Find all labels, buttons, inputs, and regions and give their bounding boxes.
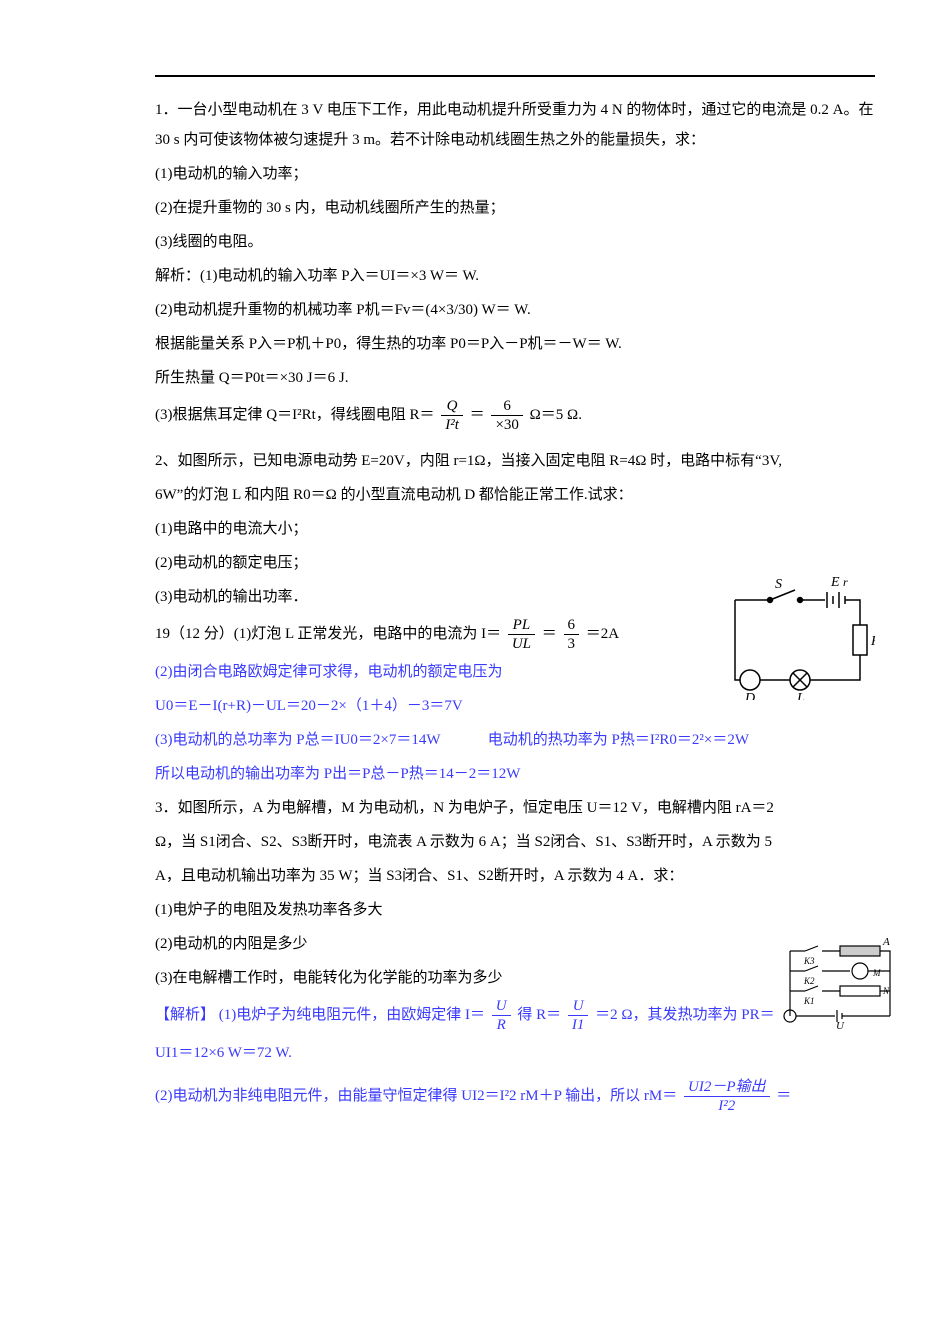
q3-part2: (2)电动机的内阻是多少 [155, 929, 875, 959]
q1-sol4-post: Ω＝5 Ω. [530, 407, 582, 423]
q2-part1: (1)电路中的电流大小； [155, 514, 875, 544]
q1-frac2-num: 6 [491, 397, 522, 416]
q3-f1-den: R [492, 1016, 511, 1034]
q3-f1-num: U [492, 997, 511, 1016]
q3-stem2: Ω，当 S1闭合、S2、S3断开时，电流表 A 示数为 6 A；当 S2闭合、S… [155, 827, 875, 857]
label-big-r: R [870, 634, 875, 649]
q2-frac2-num: 6 [564, 616, 580, 635]
q3-part1: (1)电炉子的电阻及发热功率各多大 [155, 895, 875, 925]
q2-ans3b: 电动机的热功率为 P热＝I²R0＝2²×＝2W [488, 732, 749, 748]
label-l: L [796, 691, 805, 700]
q1-sol2: (2)电动机提升重物的机械功率 P机＝Fv＝(4×3/30) W＝ W. [155, 295, 875, 325]
q1-sol1: 解析：(1)电动机的输入功率 P入＝UI＝×3 W＝ W. [155, 261, 875, 291]
label-e: E [830, 575, 840, 590]
q1-part3: (3)线圈的电阻。 [155, 227, 875, 257]
label-k2: K2 [803, 976, 815, 986]
q1-sol3a: 根据能量关系 P入＝P机＋P0，得生热的功率 P0＝P入－P机＝－W＝ W. [155, 329, 875, 359]
q2-stem2: 6W”的灯泡 L 和内阻 R0＝Ω 的小型直流电动机 D 都恰能正常工作.试求： [155, 480, 875, 510]
q1-frac1-den: I²t [441, 416, 463, 434]
q3-sol-lead: 【解析】 (1)电炉子为纯电阻元件，由欧姆定律 I＝ [155, 1007, 485, 1023]
label-m: M [872, 968, 881, 978]
label-k1: K1 [803, 996, 815, 1006]
physics-worksheet-page: 1．一台小型电动机在 3 V 电压下工作，用此电动机提升所受重力为 4 N 的物… [0, 0, 945, 1337]
top-rule [155, 75, 875, 77]
q3-circuit-diagram: A K3 K2 K1 M N U [780, 936, 900, 1031]
q2-stem1: 2、如图所示，已知电源电动势 E=20V，内阻 r=1Ω，当接入固定电阻 R=4… [155, 446, 875, 476]
label-r: r [843, 575, 848, 589]
q3-stem3: A，且电动机输出功率为 35 W；当 S3闭合、S1、S2断开时，A 示数为 4… [155, 861, 875, 891]
q3-sol2-num: UI2－P输出 [684, 1078, 770, 1097]
q1-sol4-pre: (3)根据焦耳定律 Q＝I²Rt，得线圈电阻 R＝ [155, 407, 435, 423]
label-n: N [882, 986, 890, 996]
q2-frac-eq: ＝ [542, 626, 557, 642]
label-a: A [882, 936, 890, 948]
q2-frac2: 6 3 [564, 616, 580, 653]
q2-ans3c: 所以电动机的输出功率为 P出＝P总－P热＝14－2＝12W [155, 759, 875, 789]
q3-f2-num: U [568, 997, 589, 1016]
label-u: U [836, 1020, 845, 1031]
q1-sol4-mid: ＝ [470, 407, 485, 423]
q2-sol-tail: ＝2A [586, 626, 619, 642]
q3-sol1: 【解析】 (1)电炉子为纯电阻元件，由欧姆定律 I＝ U R 得 R＝ U I1… [155, 997, 875, 1034]
q2-frac1: PL UL [508, 616, 535, 653]
q1-sol4: (3)根据焦耳定律 Q＝I²Rt，得线圈电阻 R＝ Q I²t ＝ 6 ×30 … [155, 397, 875, 434]
q1-stem: 1．一台小型电动机在 3 V 电压下工作，用此电动机提升所受重力为 4 N 的物… [155, 95, 875, 155]
q3-sol2-frac: UI2－P输出 I²2 [684, 1078, 770, 1115]
q3-mid1: 得 R＝ [517, 1007, 561, 1023]
q3-sol2: (2)电动机为非纯电阻元件，由能量守恒定律得 UI2＝I²2 rM＋P 输出，所… [155, 1078, 875, 1115]
q3-f2-den: I1 [568, 1016, 589, 1034]
q2-frac1-den: UL [508, 635, 535, 653]
q1-sol3b: 所生热量 Q＝P0t＝×30 J＝6 J. [155, 363, 875, 393]
q3-frac2: U I1 [568, 997, 589, 1034]
q3-mid2: ＝2 Ω，其发热功率为 PR＝ [595, 1007, 775, 1023]
q1-frac1: Q I²t [441, 397, 463, 434]
label-s: S [775, 577, 782, 592]
q3-sol2-tail: ＝ [776, 1088, 791, 1104]
label-d: D [744, 691, 755, 700]
q1-frac1-num: Q [441, 397, 463, 416]
q2-ans3: (3)电动机的总功率为 P总＝IU0＝2×7＝14W 电动机的热功率为 P热＝I… [155, 725, 875, 755]
q2-frac1-num: PL [508, 616, 535, 635]
q1-part1: (1)电动机的输入功率； [155, 159, 875, 189]
q3-frac1: U R [492, 997, 511, 1034]
q3-sol2-lead: (2)电动机为非纯电阻元件，由能量守恒定律得 UI2＝I²2 rM＋P 输出，所… [155, 1088, 677, 1104]
q2-sol-lead: 19（12 分）(1)灯泡 L 正常发光，电路中的电流为 I＝ [155, 626, 501, 642]
q3-sol-line2: UI1＝12×6 W＝72 W. [155, 1038, 875, 1068]
q1-frac2-den: ×30 [491, 416, 522, 434]
q2-circuit-diagram: S E r R D L [715, 570, 875, 700]
q3-part3: (3)在电解槽工作时，电能转化为化学能的功率为多少 [155, 963, 875, 993]
q1-part2: (2)在提升重物的 30 s 内，电动机线圈所产生的热量； [155, 193, 875, 223]
label-k3: K3 [803, 956, 815, 966]
q3-stem1: 3．如图所示，A 为电解槽，M 为电动机，N 为电炉子，恒定电压 U＝12 V，… [155, 793, 875, 823]
q2-frac2-den: 3 [564, 635, 580, 653]
q2-ans3a: (3)电动机的总功率为 P总＝IU0＝2×7＝14W [155, 732, 440, 748]
q1-frac2: 6 ×30 [491, 397, 522, 434]
q3-sol2-den: I²2 [684, 1097, 770, 1115]
